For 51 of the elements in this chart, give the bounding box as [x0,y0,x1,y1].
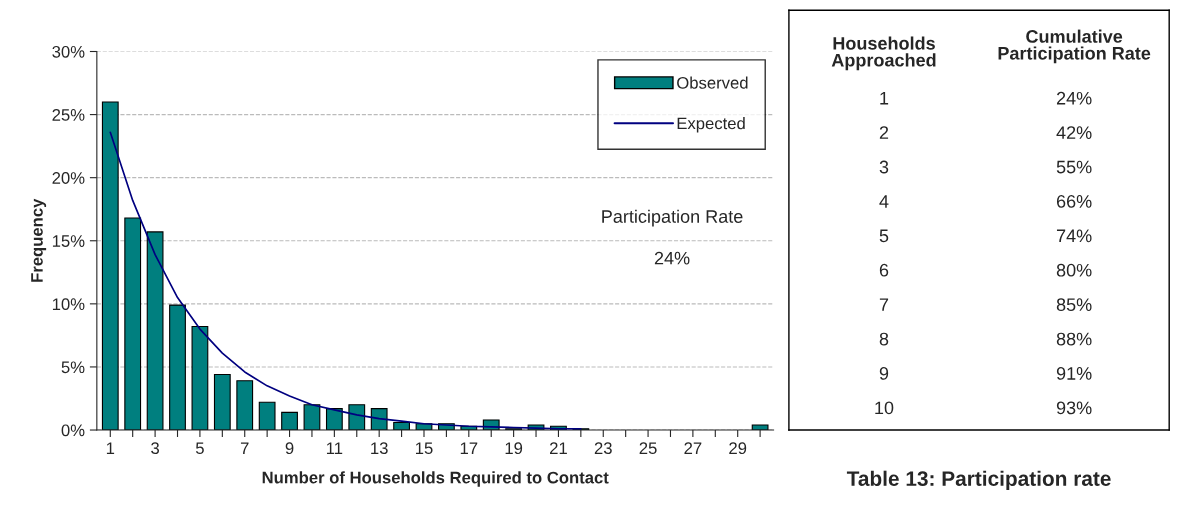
y-tick-label: 8 [879,332,889,346]
x-tick-label: 5 [195,442,204,455]
data-label: 93% [1056,401,1092,415]
x-tick-label: 29 [729,442,747,455]
y-tick-label: 7 [879,298,889,311]
x-tick-label: Cumulative Participation Rate [998,29,1151,64]
y-tick-label: 25% [52,108,85,121]
legend-label: Expected [677,117,745,133]
y-tick-label: 6 [879,263,889,277]
y-axis-title: Households Approached [831,36,936,71]
x-tick-label: 7 [240,442,249,454]
y-tick-label: 4 [879,195,889,208]
x-tick-label: 19 [505,442,523,455]
x-tick-label: 11 [326,442,343,454]
y-tick-label: 5 [879,229,889,243]
x-tick-label: 13 [371,442,388,455]
data-label: 66% [1056,195,1092,208]
data-label: 74% [1056,229,1092,243]
data-label: 55% [1056,160,1092,174]
y-tick-label: 0% [61,424,85,437]
y-axis-title: Frequency [31,198,47,282]
data-label: 80% [1056,263,1092,277]
y-tick-label: 1 [880,92,889,105]
x-tick-label: 15 [416,442,433,455]
y-tick-label: 9 [879,367,889,380]
data-label: 88% [1056,332,1092,346]
annotation: Participation Rate [602,209,743,227]
x-tick-label: 3 [151,442,159,455]
x-axis-title: Number of Households Required to Contact [262,471,609,487]
x-tick-label: 9 [285,442,294,455]
y-tick-label: 30% [52,45,85,58]
y-tick-label: 2 [879,126,889,139]
y-tick-label: 20% [52,172,85,184]
y-tick-label: 10% [52,298,85,311]
data-label: 85% [1056,298,1092,312]
y-tick-label: 3 [879,160,889,174]
data-label: 24% [1056,91,1092,105]
y-tick-label: 15% [52,235,85,247]
x-tick-label: 23 [594,442,612,455]
x-tick-label: 21 [550,442,567,454]
x-tick-label: 25 [639,442,657,455]
x-tick-label: 1 [106,442,115,454]
x-tick-label: 17 [460,442,478,454]
legend-label: Observed [677,76,748,89]
y-tick-label: 5% [61,361,85,374]
text: Table 13: Participation rate [846,470,1111,491]
data-label: 91% [1056,367,1092,380]
data-label: 42% [1056,126,1092,139]
y-tick-label: 10 [875,401,894,415]
annotation: 24% [654,251,690,265]
x-tick-label: 27 [684,442,702,454]
